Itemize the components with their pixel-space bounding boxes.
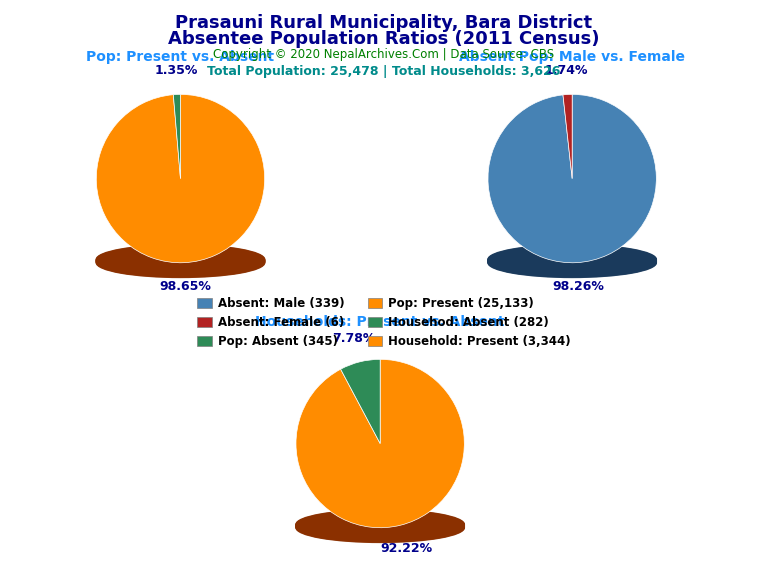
Text: 7.78%: 7.78% [333,332,376,346]
Text: Copyright © 2020 NepalArchives.Com | Data Source: CBS: Copyright © 2020 NepalArchives.Com | Dat… [214,48,554,62]
Ellipse shape [296,511,465,540]
Text: Absentee Population Ratios (2011 Census): Absentee Population Ratios (2011 Census) [168,30,600,48]
Title: Households: Present vs. Absent: Households: Present vs. Absent [256,314,505,329]
Text: 1.74%: 1.74% [545,65,588,77]
Ellipse shape [488,248,657,278]
Ellipse shape [96,247,265,276]
Ellipse shape [488,246,657,275]
Text: 98.26%: 98.26% [552,280,604,293]
Ellipse shape [296,510,465,539]
Ellipse shape [296,511,465,541]
Ellipse shape [488,245,657,274]
Ellipse shape [296,513,465,542]
Ellipse shape [488,247,657,276]
Ellipse shape [96,246,265,275]
Ellipse shape [488,248,657,277]
Ellipse shape [96,247,265,276]
Wedge shape [488,94,657,263]
Text: Total Population: 25,478 | Total Households: 3,626: Total Population: 25,478 | Total Househo… [207,65,561,78]
Text: 1.35%: 1.35% [154,65,197,77]
Ellipse shape [96,248,265,278]
Ellipse shape [488,247,657,276]
Title: Absent Pop: Male vs. Female: Absent Pop: Male vs. Female [459,50,685,64]
Text: 92.22%: 92.22% [380,541,432,555]
Ellipse shape [296,511,465,540]
Ellipse shape [488,246,657,275]
Legend: Absent: Male (339), Absent: Female (6), Pop: Absent (345), Pop: Present (25,133): Absent: Male (339), Absent: Female (6), … [193,293,575,353]
Ellipse shape [296,513,465,543]
Ellipse shape [96,246,265,275]
Title: Pop: Present vs. Absent: Pop: Present vs. Absent [87,50,274,64]
Wedge shape [341,359,380,444]
Ellipse shape [96,248,265,277]
Wedge shape [174,94,180,179]
Text: 98.65%: 98.65% [159,280,211,293]
Ellipse shape [96,245,265,274]
Wedge shape [296,359,465,528]
Ellipse shape [296,510,465,540]
Text: Prasauni Rural Municipality, Bara District: Prasauni Rural Municipality, Bara Distri… [175,14,593,32]
Ellipse shape [296,512,465,541]
Ellipse shape [96,245,265,275]
Wedge shape [563,94,572,179]
Ellipse shape [488,245,657,275]
Wedge shape [96,94,265,263]
